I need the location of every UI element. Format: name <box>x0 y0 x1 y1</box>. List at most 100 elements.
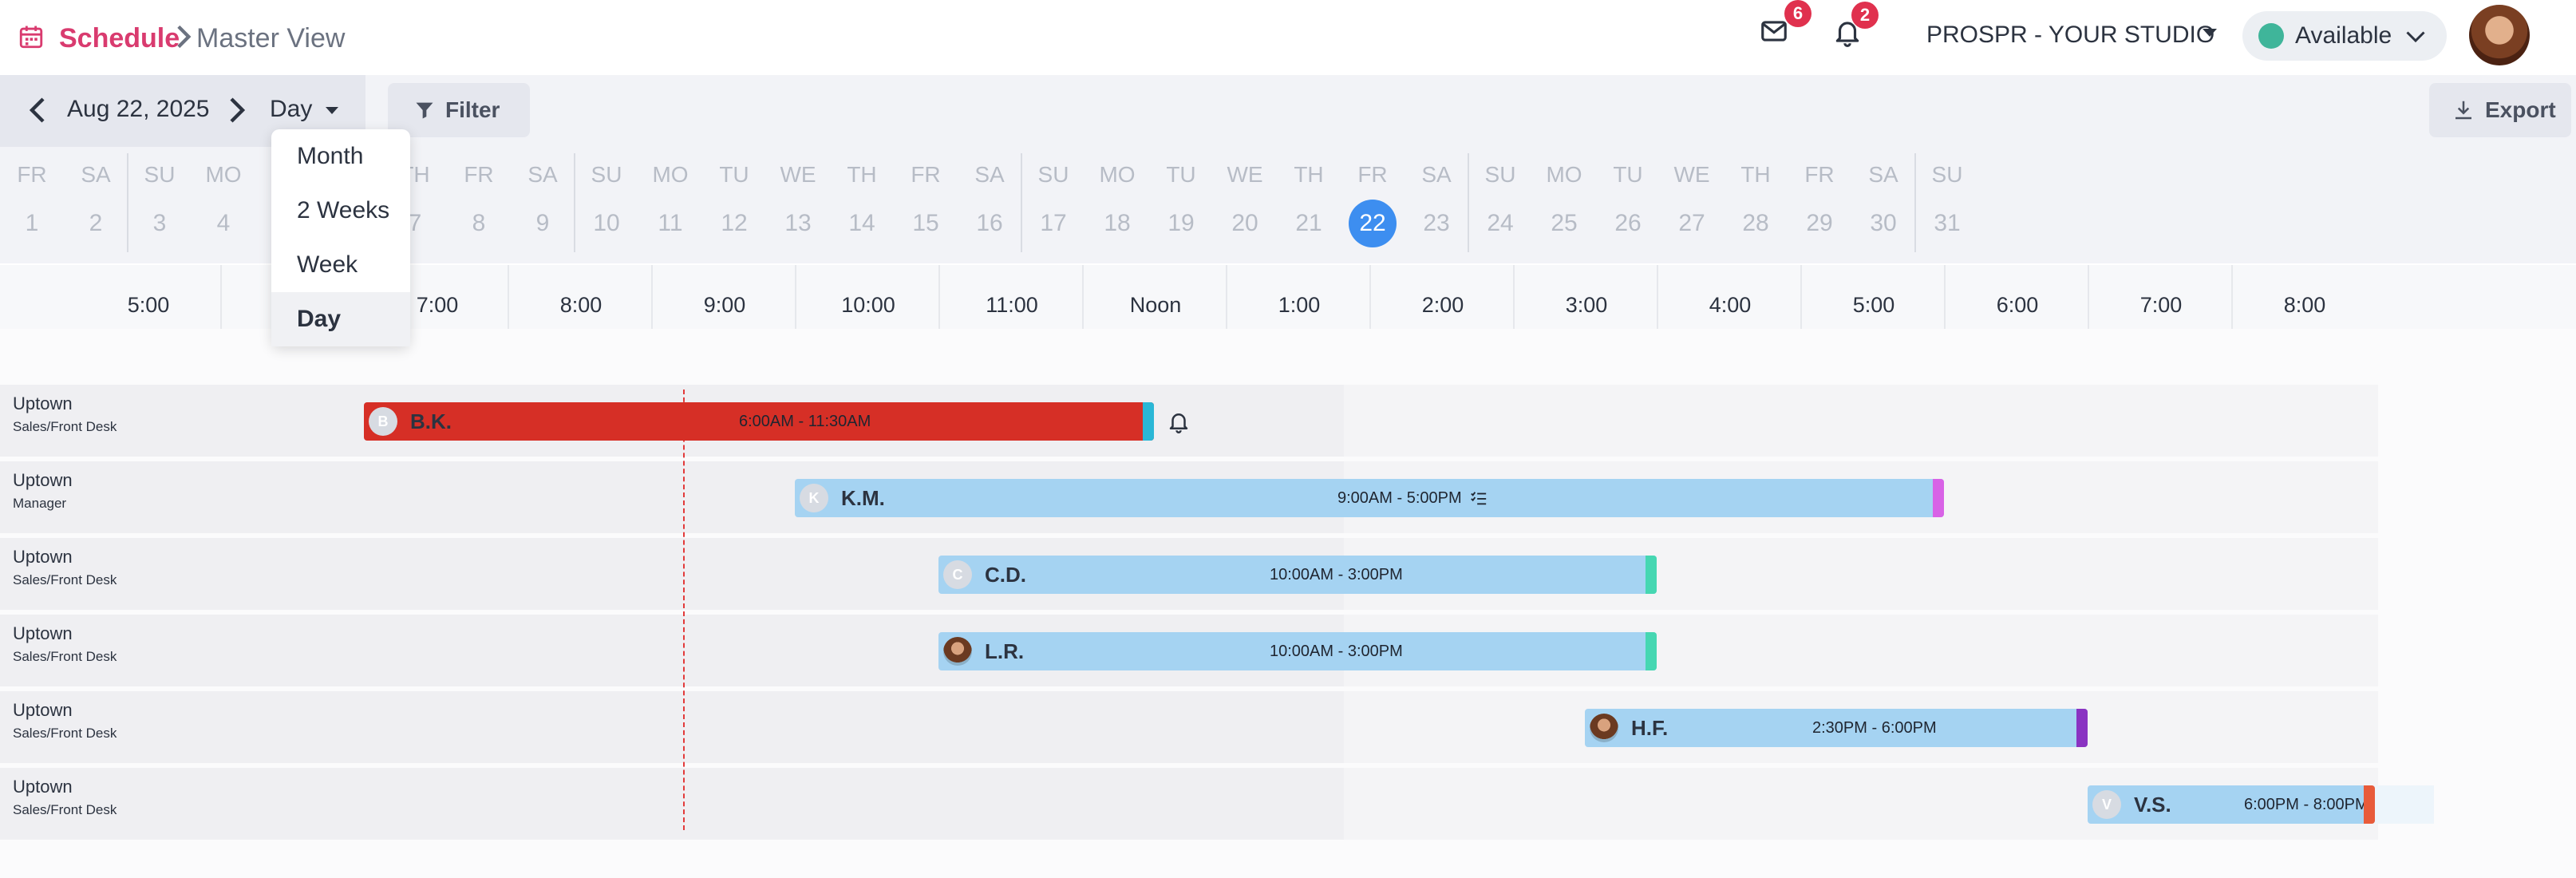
day-name: SU <box>591 162 622 187</box>
view-option[interactable]: Month <box>297 143 364 169</box>
next-day-button[interactable] <box>220 94 252 126</box>
row-role: Sales/Front Desk <box>13 649 117 664</box>
day-name: SA <box>1421 162 1452 187</box>
day-cell[interactable]: SA 30 <box>1851 147 1915 263</box>
day-cell[interactable]: TU 26 <box>1596 147 1660 263</box>
day-number: 9 <box>535 210 550 236</box>
status-dot <box>2258 23 2284 49</box>
top-header: Schedule Master View 6 2 PROSPR - YOUR S… <box>0 0 2576 75</box>
row-location: Uptown <box>13 623 73 643</box>
employee-avatar: K <box>800 484 828 512</box>
day-name: MO <box>1099 162 1136 187</box>
day-cell[interactable]: SA 9 <box>511 147 575 263</box>
day-number: 19 <box>1167 210 1195 236</box>
day-cell[interactable]: TH 28 <box>1724 147 1788 263</box>
row-location: Uptown <box>13 700 73 720</box>
shift-overflow <box>2375 785 2434 824</box>
view-option[interactable]: 2 Weeks <box>297 197 390 223</box>
day-number: 12 <box>721 210 748 236</box>
day-strip: FR1SA2SU3MO4TU5WE6TH7FR8SA9SU10MO11TU12W… <box>0 147 2576 263</box>
day-number: 26 <box>1614 210 1642 236</box>
hour-label: 11:00 <box>938 265 1084 329</box>
messages-button[interactable]: 6 <box>1757 0 1813 59</box>
day-cell[interactable]: TH 21 <box>1277 147 1341 263</box>
day-cell[interactable]: TH 14 <box>830 147 894 263</box>
shift-block[interactable]: H.F. 2:30PM - 6:00PM <box>1585 709 2088 747</box>
employee-avatar: C <box>943 560 972 589</box>
day-name: SA <box>974 162 1005 187</box>
view-option[interactable]: Day <box>271 292 410 346</box>
shift-time: 6:00PM - 8:00PM <box>2244 796 2369 813</box>
day-cell[interactable]: FR 22 <box>1341 147 1405 263</box>
row-role: Sales/Front Desk <box>13 572 117 587</box>
day-cell[interactable]: TU 19 <box>1149 147 1213 263</box>
day-number: 27 <box>1678 210 1705 236</box>
filter-button[interactable]: Filter <box>388 83 530 137</box>
day-cell[interactable]: WE 27 <box>1660 147 1724 263</box>
shift-block[interactable]: L.R. 10:00AM - 3:00PM <box>938 632 1657 670</box>
employee-avatar: V <box>2092 790 2121 819</box>
day-cell[interactable]: SU 31 <box>1915 147 1979 263</box>
shift-block[interactable]: B B.K. 6:00AM - 11:30AM <box>364 402 1154 441</box>
day-name: SA <box>81 162 111 187</box>
day-cell[interactable]: FR 15 <box>894 147 958 263</box>
day-cell[interactable]: FR 1 <box>0 147 64 263</box>
day-cell[interactable]: SA 16 <box>958 147 1021 263</box>
hour-label: 8:00 <box>2231 265 2376 329</box>
day-cell[interactable]: SU 3 <box>128 147 192 263</box>
day-name: FR <box>17 162 47 187</box>
day-cell[interactable]: FR 8 <box>447 147 511 263</box>
day-name: TU <box>1166 162 1196 187</box>
day-name: SU <box>1037 162 1069 187</box>
shift-reminder-bell-icon[interactable] <box>1167 409 1191 434</box>
hour-label: 7:00 <box>2088 265 2233 329</box>
hour-label: 10:00 <box>795 265 940 329</box>
prev-day-button[interactable] <box>22 94 54 126</box>
shift-block[interactable]: V V.S. 6:00PM - 8:00PM <box>2088 785 2375 824</box>
breadcrumb-schedule[interactable]: Schedule <box>59 23 180 53</box>
day-cell[interactable]: WE 20 <box>1213 147 1277 263</box>
row-role: Manager <box>13 496 67 511</box>
day-number: 28 <box>1742 210 1769 236</box>
notifications-badge: 2 <box>1851 2 1879 29</box>
view-option[interactable]: Week <box>297 251 358 278</box>
download-icon <box>2455 101 2471 120</box>
day-cell[interactable]: TU 12 <box>702 147 766 263</box>
shift-time: 9:00AM - 5:00PM <box>1337 489 1462 507</box>
current-time-line <box>683 390 685 830</box>
day-cell[interactable]: SU 17 <box>1021 147 1085 263</box>
day-cell[interactable]: SU 10 <box>575 147 638 263</box>
week-separator <box>1914 153 1916 252</box>
day-cell[interactable]: SA 23 <box>1405 147 1468 263</box>
row-role: Sales/Front Desk <box>13 726 117 741</box>
day-cell[interactable]: MO 18 <box>1085 147 1149 263</box>
caret-down-icon[interactable] <box>2203 29 2217 37</box>
status-selector[interactable]: Available <box>2242 11 2447 61</box>
caret-down-icon[interactable] <box>326 107 338 114</box>
export-button[interactable]: Export <box>2429 83 2571 137</box>
view-selector[interactable]: Day <box>270 96 313 122</box>
day-cell[interactable]: WE 13 <box>766 147 830 263</box>
week-separator <box>1021 153 1022 252</box>
day-number: 2 <box>89 210 103 236</box>
week-separator <box>574 153 575 252</box>
employee-initials: K.M. <box>841 486 885 510</box>
shift-time: 10:00AM - 3:00PM <box>1270 566 1403 583</box>
day-name: WE <box>1673 162 1710 187</box>
shift-block[interactable]: K K.M. 9:00AM - 5:00PM <box>795 479 1944 517</box>
studio-selector[interactable]: PROSPR - YOUR STUDIO <box>1926 22 2215 48</box>
hour-label: 6:00 <box>1944 265 2089 329</box>
day-number: 3 <box>152 210 167 236</box>
day-cell[interactable]: FR 29 <box>1788 147 1851 263</box>
day-cell[interactable]: SA 2 <box>64 147 128 263</box>
hour-label: 8:00 <box>508 265 653 329</box>
shift-block[interactable]: C C.D. 10:00AM - 3:00PM <box>938 556 1657 594</box>
day-cell[interactable]: SU 24 <box>1468 147 1532 263</box>
user-avatar[interactable] <box>2469 5 2530 65</box>
row-highlight <box>0 691 1344 763</box>
day-number: 16 <box>976 210 1003 236</box>
notifications-button[interactable]: 2 <box>1832 2 1888 59</box>
day-cell[interactable]: MO 4 <box>192 147 255 263</box>
day-cell[interactable]: MO 25 <box>1532 147 1596 263</box>
day-cell[interactable]: MO 11 <box>638 147 702 263</box>
